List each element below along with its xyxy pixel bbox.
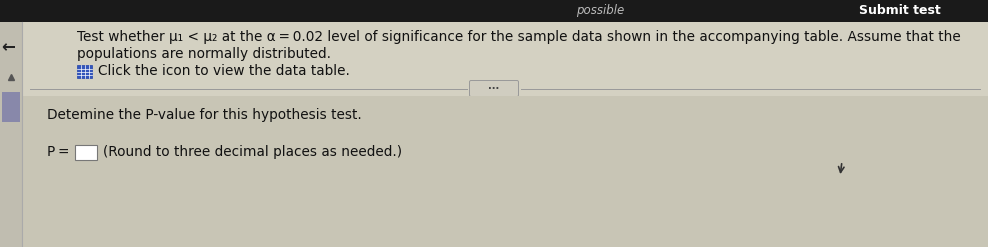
Text: ←: ← (1, 38, 15, 56)
Bar (75, 145, 97, 160)
FancyBboxPatch shape (469, 81, 519, 97)
Bar (77, 65, 92, 78)
Text: populations are normally distributed.: populations are normally distributed. (77, 47, 331, 61)
Bar (0, 0, 988, 22)
Bar (0, 22, 22, 247)
Bar (22, 96, 988, 247)
Text: P =: P = (47, 145, 69, 159)
Bar (2, 92, 20, 122)
Text: Test whether μ₁ < μ₂ at the α = 0.02 level of significance for the sample data s: Test whether μ₁ < μ₂ at the α = 0.02 lev… (77, 30, 960, 44)
Text: (Round to three decimal places as needed.): (Round to three decimal places as needed… (103, 145, 402, 159)
Text: ···: ··· (488, 84, 500, 94)
Text: Detemine the P-value for this hypothesis test.: Detemine the P-value for this hypothesis… (47, 108, 362, 122)
Text: possible: possible (576, 4, 624, 18)
Text: Submit test: Submit test (860, 4, 941, 18)
Text: Click the icon to view the data table.: Click the icon to view the data table. (98, 64, 350, 78)
